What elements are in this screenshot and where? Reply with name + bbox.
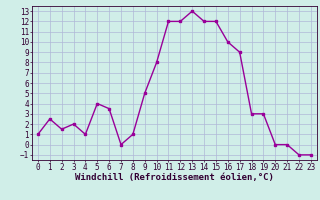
X-axis label: Windchill (Refroidissement éolien,°C): Windchill (Refroidissement éolien,°C) — [75, 173, 274, 182]
